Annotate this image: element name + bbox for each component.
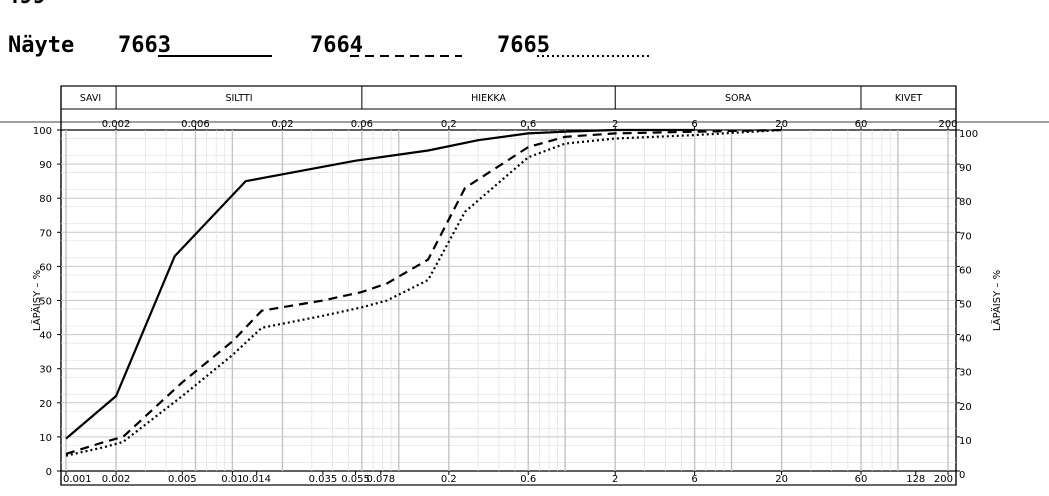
top-tick-label: 200 xyxy=(938,119,957,130)
top-tick-label: 2 xyxy=(612,119,618,130)
series-line-7664 xyxy=(65,128,782,455)
y-tick-label-left: 50 xyxy=(39,297,52,308)
y-tick-label-right: 100 xyxy=(959,129,978,140)
y-tick-label-right: 20 xyxy=(959,402,972,413)
bottom-tick-label: 0.001 xyxy=(63,474,92,485)
y-tick-label-left: 70 xyxy=(39,228,52,239)
y-tick-label-left: 80 xyxy=(39,194,52,205)
y-tick-label-right: 80 xyxy=(959,197,972,208)
y-tick-label-right: 30 xyxy=(959,368,972,379)
y-tick-label-left: 30 xyxy=(39,365,52,376)
y-tick-label-right: 50 xyxy=(959,300,972,311)
bottom-tick-label: 0.078 xyxy=(366,474,395,485)
y-tick-label-right: 60 xyxy=(959,265,972,276)
top-tick-label: 0.002 xyxy=(102,119,131,130)
y-tick-label-right: 90 xyxy=(959,163,972,174)
class-label-hiekka: HIEKKA xyxy=(471,93,506,104)
class-label-savi: SAVI xyxy=(80,93,101,104)
y-tick-label-right: 70 xyxy=(959,231,972,242)
y-tick-label-left: 90 xyxy=(39,160,52,171)
bottom-tick-label: 0.01 xyxy=(221,474,243,485)
y-tick-label-left: 100 xyxy=(33,126,52,137)
bottom-tick-label: 0.2 xyxy=(441,474,457,485)
page-fragment-text: 499 xyxy=(6,0,46,9)
y-tick-label-left: 10 xyxy=(39,433,52,444)
top-tick-label: 0.02 xyxy=(271,119,293,130)
bottom-tick-label: 0.6 xyxy=(520,474,536,485)
top-tick-label: 0.06 xyxy=(351,119,373,130)
y-tick-label-right: 10 xyxy=(959,436,972,447)
bottom-tick-label: 2 xyxy=(612,474,618,485)
y-tick-label-left: 40 xyxy=(39,331,52,342)
bottom-tick-label: 60 xyxy=(855,474,868,485)
series-line-7663 xyxy=(65,128,695,440)
top-tick-label: 0.6 xyxy=(520,119,536,130)
top-tick-label: 60 xyxy=(855,119,868,130)
legend-label-7665: 7665 xyxy=(497,33,550,58)
bottom-tick-label: 20 xyxy=(775,474,788,485)
bottom-tick-label: 200 xyxy=(934,474,953,485)
sample-label: Näyte xyxy=(8,33,74,58)
y-tick-label-right: 40 xyxy=(959,334,972,345)
bottom-tick-label: 0.002 xyxy=(102,474,131,485)
bottom-tick-label: 0.014 xyxy=(242,474,271,485)
top-tick-label: 20 xyxy=(775,119,788,130)
legend-label-7664: 7664 xyxy=(310,33,363,58)
top-tick-label: 0.2 xyxy=(441,119,457,130)
top-tick-label: 0.006 xyxy=(181,119,210,130)
bottom-tick-label: 0.005 xyxy=(168,474,197,485)
y-tick-label-left: 0 xyxy=(46,467,52,478)
class-label-siltti: SILTTI xyxy=(225,93,252,104)
y-tick-label-left: 60 xyxy=(39,262,52,273)
y-tick-label-right: 0 xyxy=(959,470,965,481)
y-axis-title-right: LÄPÄISY – % xyxy=(990,270,1003,331)
bottom-tick-label: 128 xyxy=(906,474,925,485)
bottom-tick-label: 6 xyxy=(691,474,697,485)
series-line-7665 xyxy=(65,128,782,457)
legend-label-7663: 7663 xyxy=(118,33,171,58)
y-tick-label-left: 20 xyxy=(39,399,52,410)
bottom-tick-label: 0.035 xyxy=(309,474,338,485)
class-label-sora: SORA xyxy=(725,93,752,104)
y-axis-title-left: LÄPÄISY – % xyxy=(30,270,43,331)
top-tick-label: 6 xyxy=(691,119,697,130)
class-label-kivet: KIVET xyxy=(895,93,923,104)
bottom-tick-label: 0.055 xyxy=(341,474,370,485)
